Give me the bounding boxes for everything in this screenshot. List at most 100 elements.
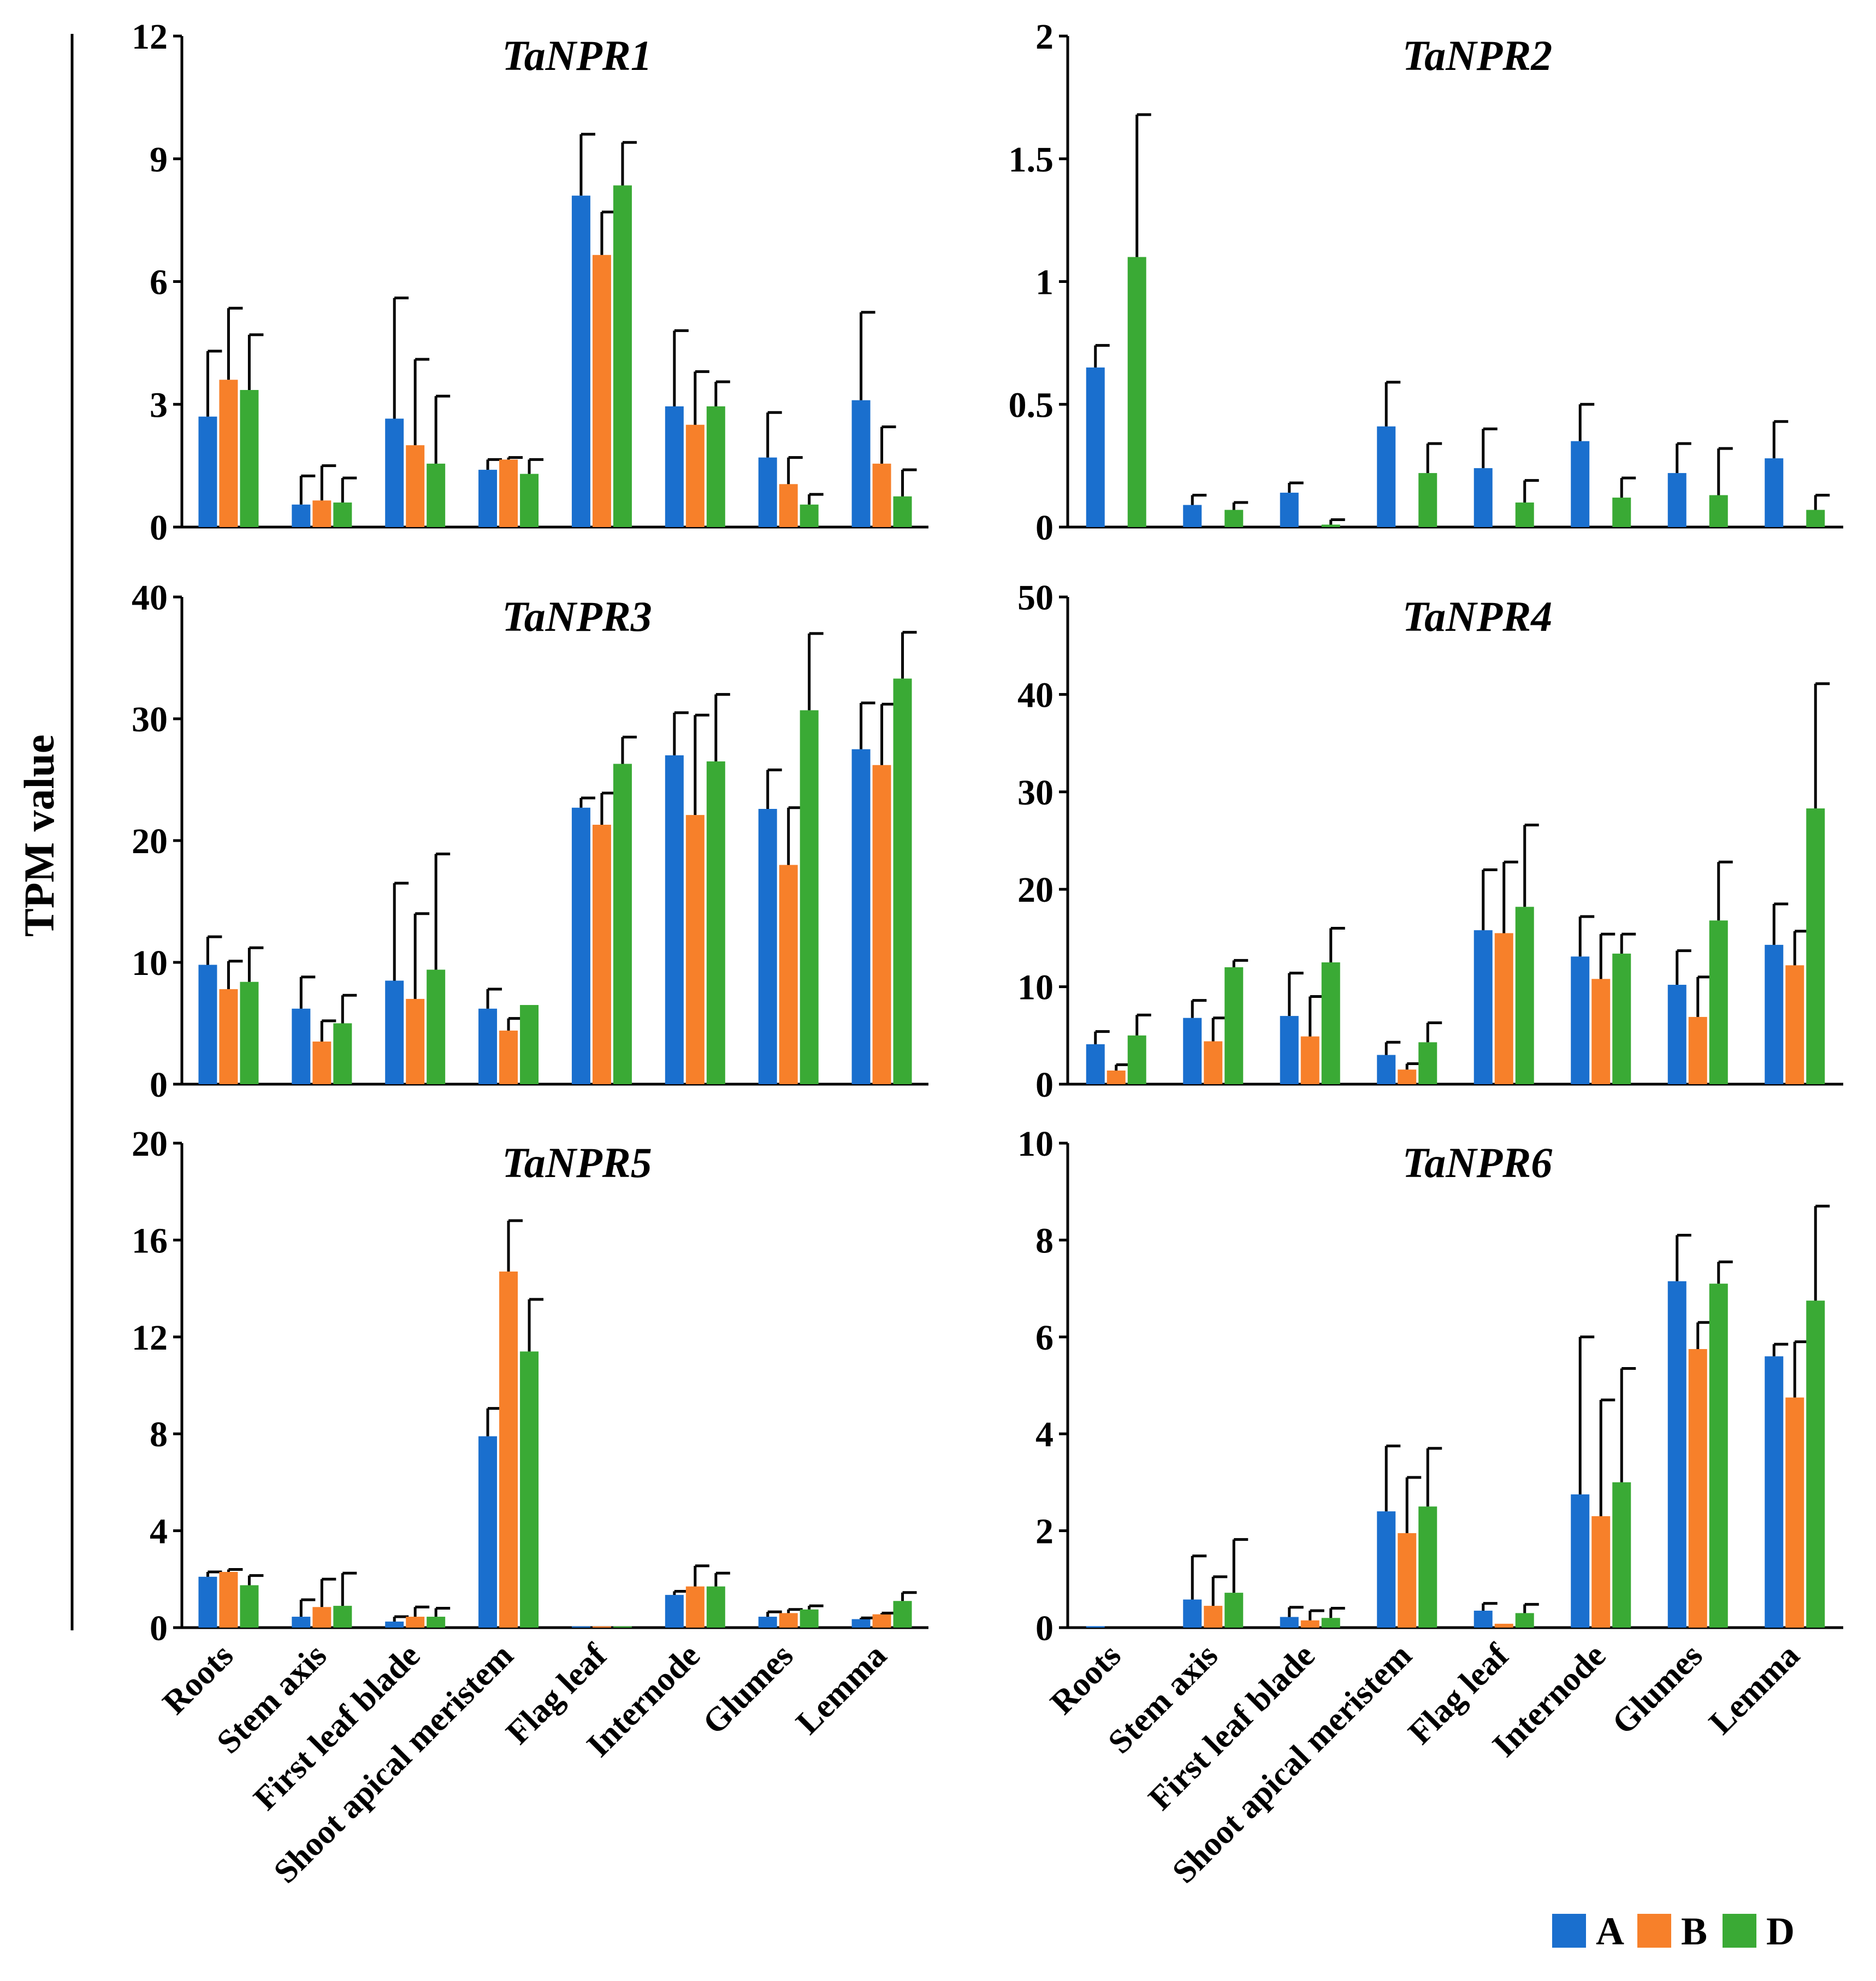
bar-A-flag-leaf	[571, 807, 590, 1084]
bar-A-roots	[1086, 1626, 1105, 1628]
y-tick-label: 40	[132, 578, 168, 618]
bar-A-stem-axis	[292, 504, 311, 527]
bar-D-flag-leaf	[1515, 1613, 1534, 1628]
bar-A-first-leaf-blade	[1280, 1016, 1299, 1084]
bar-A-flag-leaf	[1473, 930, 1493, 1084]
bar-A-roots	[198, 1576, 217, 1628]
bar-D-lemma	[1806, 510, 1825, 527]
bar-A-internode	[1571, 1494, 1590, 1628]
bar-B-glumes	[779, 865, 798, 1084]
y-tick-label: 1.5	[1009, 140, 1054, 180]
bar-A-first-leaf-blade	[385, 1621, 404, 1628]
bar-A-internode	[1571, 441, 1590, 527]
panel-TaNPR4: 0 10 20 30 40 50 TaNPR4	[1017, 578, 1843, 1105]
bar-B-stem-axis	[312, 1041, 332, 1084]
bar-A-shoot-apical-meristem	[1377, 1511, 1396, 1628]
bar-A-roots	[198, 965, 217, 1084]
bar-B-stem-axis	[1204, 1606, 1223, 1628]
bar-D-roots	[240, 981, 259, 1084]
category-label: Glumes	[696, 1637, 801, 1742]
bar-B-first-leaf-blade	[1300, 1620, 1319, 1628]
y-tick-label: 12	[132, 17, 168, 57]
bar-B-internode	[685, 1586, 705, 1628]
y-tick-label: 3	[150, 385, 168, 425]
bar-B-lemma	[872, 765, 891, 1084]
bar-A-roots	[1086, 1044, 1105, 1084]
bar-D-lemma	[893, 1601, 912, 1628]
bar-B-lemma	[1785, 965, 1804, 1084]
y-axis-label: TPM value	[15, 735, 63, 937]
bar-D-roots	[1127, 1035, 1146, 1084]
bar-D-shoot-apical-meristem	[520, 1005, 539, 1084]
bar-A-shoot-apical-meristem	[1377, 1055, 1396, 1084]
bar-D-glumes	[800, 710, 819, 1084]
bar-B-first-leaf-blade	[1300, 1036, 1319, 1084]
legend-label: B	[1681, 1909, 1707, 1953]
bar-A-lemma	[851, 400, 871, 527]
bar-D-roots	[240, 1585, 259, 1628]
bar-A-internode	[665, 755, 684, 1084]
bar-B-internode	[685, 815, 705, 1084]
bar-A-shoot-apical-meristem	[1377, 426, 1396, 527]
bar-D-internode	[1612, 1482, 1631, 1628]
y-tick-label: 30	[132, 700, 168, 740]
panel-TaNPR2: 0 0.5 1 1.5 2 TaNPR2	[1009, 17, 1843, 548]
bar-D-internode	[706, 1586, 725, 1628]
bar-D-roots	[240, 390, 259, 527]
bar-D-lemma	[1806, 1300, 1825, 1628]
bar-A-first-leaf-blade	[1280, 493, 1299, 527]
bar-B-lemma	[872, 463, 891, 527]
bar-A-shoot-apical-meristem	[478, 1008, 498, 1084]
bar-D-shoot-apical-meristem	[520, 474, 539, 527]
y-tick-label: 10	[132, 943, 168, 983]
bar-D-flag-leaf	[613, 1626, 632, 1628]
category-label: First leaf blade	[1141, 1637, 1322, 1818]
bar-B-stem-axis	[1204, 1041, 1223, 1084]
bar-A-stem-axis	[1183, 1599, 1202, 1628]
bar-D-shoot-apical-meristem	[1418, 1042, 1437, 1084]
y-tick-label: 4	[1035, 1415, 1054, 1454]
y-tick-label: 12	[132, 1318, 168, 1358]
bar-B-first-leaf-blade	[406, 445, 425, 527]
bar-B-roots	[219, 989, 238, 1084]
bar-D-shoot-apical-meristem	[1418, 1506, 1437, 1628]
bar-B-glumes	[1688, 1016, 1707, 1084]
bar-B-shoot-apical-meristem	[499, 1272, 518, 1628]
bar-B-shoot-apical-meristem	[1398, 1069, 1417, 1084]
panel-title: TaNPR3	[502, 593, 652, 640]
bar-A-stem-axis	[292, 1008, 311, 1084]
category-label: Roots	[156, 1637, 240, 1722]
category-label: Lemma	[789, 1637, 894, 1742]
bar-D-shoot-apical-meristem	[520, 1351, 539, 1628]
bar-B-flag-leaf	[1494, 933, 1513, 1084]
bar-D-first-leaf-blade	[1321, 1618, 1340, 1628]
bar-A-first-leaf-blade	[385, 418, 404, 527]
y-tick-label: 1	[1035, 263, 1054, 303]
y-tick-label: 40	[1017, 675, 1054, 715]
y-tick-label: 20	[1017, 870, 1054, 910]
bar-A-flag-leaf	[571, 1626, 590, 1628]
bar-A-glumes	[1667, 473, 1686, 527]
y-tick-label: 8	[150, 1415, 168, 1454]
y-tick-label: 0	[1035, 508, 1054, 548]
bar-D-flag-leaf	[1515, 502, 1534, 527]
bar-A-shoot-apical-meristem	[478, 1436, 498, 1628]
bar-D-glumes	[1709, 495, 1728, 527]
y-tick-label: 30	[1017, 773, 1054, 813]
bar-A-first-leaf-blade	[1280, 1617, 1299, 1628]
panel-title: TaNPR5	[502, 1139, 652, 1186]
bar-A-stem-axis	[1183, 505, 1202, 527]
y-tick-label: 9	[150, 140, 168, 180]
bar-D-first-leaf-blade	[427, 1617, 446, 1628]
bar-A-internode	[665, 1595, 684, 1628]
bar-D-internode	[706, 406, 725, 527]
legend-swatch-A	[1552, 1914, 1586, 1948]
bar-B-glumes	[779, 484, 798, 527]
bar-A-lemma	[1765, 1356, 1784, 1628]
bar-B-flag-leaf	[592, 255, 611, 527]
bar-D-roots	[1127, 257, 1146, 527]
bar-D-glumes	[1709, 920, 1728, 1084]
bar-D-stem-axis	[1224, 510, 1244, 527]
